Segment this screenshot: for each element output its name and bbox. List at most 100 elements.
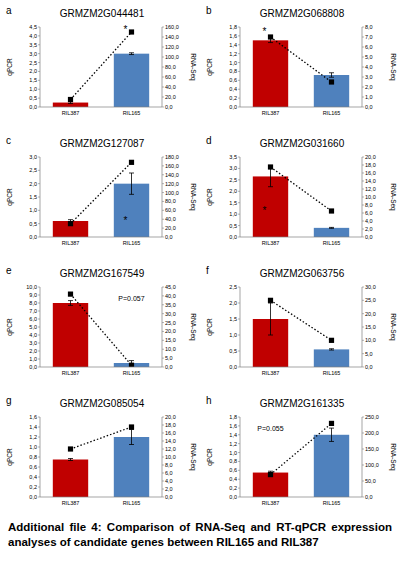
marks [253, 164, 349, 237]
y2-tick-label: 6,0 [165, 470, 173, 476]
y2-tick-label: 160,0 [165, 24, 179, 30]
y-tick-label: 0,5 [29, 221, 37, 227]
panel-letter: b [206, 5, 212, 16]
y-tick-label: 0,0 [29, 364, 37, 370]
y-tick-label: 1,5 [29, 194, 37, 200]
y2-tick-label: 20,0 [165, 414, 176, 420]
category-label: RIL387 [62, 240, 80, 246]
y2-tick [362, 181, 364, 182]
error-cap [329, 77, 334, 78]
y2-tick [362, 229, 364, 230]
y-tick-label: 1,8 [229, 414, 237, 420]
category-label: RIL387 [262, 500, 280, 506]
y2-tick-label: 4,0 [365, 64, 373, 70]
y2-tick-label: 25,0 [165, 320, 176, 326]
y2-tick [362, 213, 364, 214]
y-tick [238, 351, 240, 352]
y2-tick-label: 30,0 [365, 284, 376, 290]
y-tick [38, 197, 40, 198]
y2-tick [162, 97, 164, 98]
x-axis [240, 367, 362, 368]
figure: aGRMZM2G044481qPCRRNA-Seq0,00,51,01,52,0… [0, 0, 400, 520]
y2-tick [362, 157, 364, 158]
y-tick-label: 1,0 [29, 86, 37, 92]
y-tick-label: 0,5 [29, 95, 37, 101]
y2-tick-label: 16,0 [165, 430, 176, 436]
panel: fGRMZM2G063756qPCRRNA-Seq0,00,51,01,52,0… [206, 265, 397, 376]
y-tick [38, 303, 40, 304]
y-tick-label: 1,5 [229, 200, 237, 206]
y-tick-label: 2,5 [29, 167, 37, 173]
y2-tick-label: 1,0 [365, 94, 373, 100]
marks [253, 421, 349, 497]
y2-tick [362, 449, 364, 450]
y2-tick [362, 67, 364, 68]
line [271, 167, 332, 211]
y-tick [238, 303, 240, 304]
y-tick [238, 27, 240, 28]
line [271, 300, 332, 340]
y2-tick [162, 295, 164, 296]
error-cap [129, 444, 134, 445]
y2-axis-label: RNA-Seq [189, 53, 197, 81]
annotation: * [124, 215, 128, 226]
y2-axis-label: RNA-Seq [189, 313, 197, 341]
y2-tick-label: 140,0 [165, 34, 179, 40]
y-tick-label: 0,5 [229, 223, 237, 229]
y-tick-label: 1,0 [229, 332, 237, 338]
y-tick [38, 44, 40, 45]
y2-tick [162, 473, 164, 474]
y2-tick [162, 322, 164, 323]
y2-tick-label: 14,0 [365, 178, 376, 184]
y-tick-label: 2,0 [229, 300, 237, 306]
y-tick-label: 0,6 [229, 467, 237, 473]
y-tick-label: 0,4 [29, 474, 37, 480]
y2-tick [362, 197, 364, 198]
title: GRMZM2G085054 [60, 398, 145, 409]
y2-tick-label: 50,0 [365, 478, 376, 484]
marker [129, 424, 134, 429]
y2-tick-label: 250,0 [365, 414, 379, 420]
y2-tick [162, 67, 164, 68]
y2-tick [162, 57, 164, 58]
y-tick [38, 157, 40, 158]
y2-tick-label: 40,0 [165, 216, 176, 222]
y2-tick-label: 2,0 [365, 84, 373, 90]
y-tick [38, 27, 40, 28]
y-tick-label: 1,0 [29, 444, 37, 450]
y2-tick-label: 14,0 [165, 438, 176, 444]
category-label: RIL165 [323, 110, 341, 116]
y2-tick-label: 80,0 [165, 64, 176, 70]
y-tick-label: 0,6 [229, 77, 237, 83]
y-tick [238, 287, 240, 288]
y2-tick-label: 0,0 [365, 234, 373, 240]
y-tick [238, 98, 240, 99]
y-tick-label: 3,0 [29, 154, 37, 160]
y2-tick-label: 5,0 [365, 351, 373, 357]
y2-tick [162, 358, 164, 359]
y2-tick [362, 367, 364, 368]
error-stem [70, 301, 71, 306]
error-cap [129, 360, 134, 361]
y-tick-label: 1,0 [229, 211, 237, 217]
y-tick-label: 1,8 [229, 24, 237, 30]
y-tick [238, 53, 240, 54]
y-tick [38, 107, 40, 108]
annotation: * [263, 26, 267, 37]
y2-tick-label: 0,0 [365, 364, 373, 370]
error-stem [131, 430, 132, 445]
y2-tick-label: 0,0 [165, 104, 173, 110]
marker [68, 221, 73, 226]
title: GRMZM2G044481 [60, 8, 145, 19]
y-tick-label: 3,5 [29, 42, 37, 48]
marker [129, 29, 134, 34]
y2-tick [162, 192, 164, 193]
y2-tick-label: 60,0 [165, 207, 176, 213]
x-axis [40, 367, 162, 368]
y-tick-label: 4,5 [29, 24, 37, 30]
y-tick-label: 8,0 [29, 300, 37, 306]
y-tick [38, 477, 40, 478]
y2-tick [162, 441, 164, 442]
y-tick [238, 425, 240, 426]
y2-tick [362, 37, 364, 38]
